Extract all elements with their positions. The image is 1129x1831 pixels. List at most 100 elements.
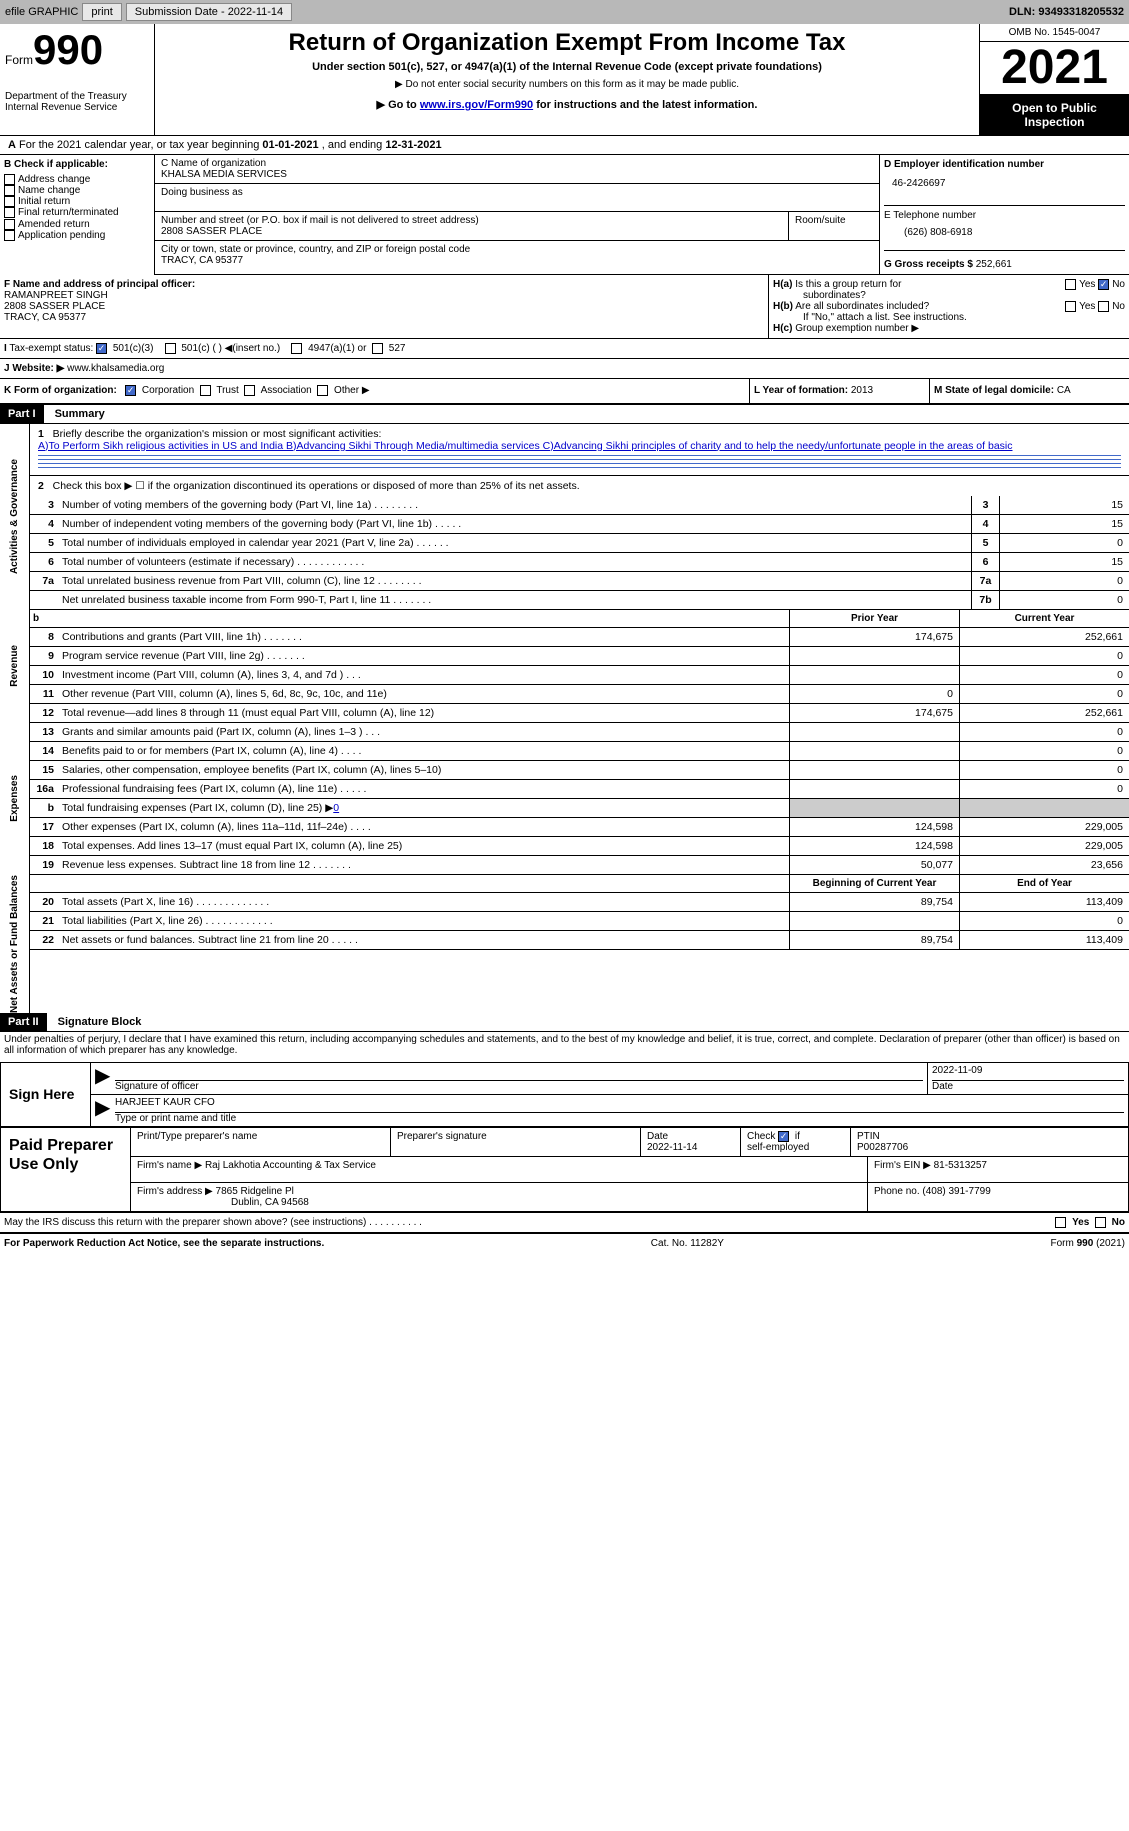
revenue-vtab: Revenue [0, 610, 30, 723]
sign-right: ▶ Signature of officer 2022-11-09 Date ▶… [91, 1063, 1128, 1126]
line-17: 17Other expenses (Part IX, column (A), l… [30, 818, 1129, 837]
line-6: 6Total number of volunteers (estimate if… [30, 553, 1129, 572]
line-18: 18Total expenses. Add lines 13–17 (must … [30, 837, 1129, 856]
line-2: 2 Check this box ▶ ☐ if the organization… [30, 475, 1129, 496]
final-return-check[interactable] [4, 207, 15, 218]
assoc-check[interactable] [244, 385, 255, 396]
box-b: B Check if applicable: Address change Na… [0, 155, 155, 275]
title-right: OMB No. 1545-0047 2021 Open to Public In… [979, 24, 1129, 135]
part-i-header: Part I Summary [0, 405, 1129, 424]
name-change-check[interactable] [4, 185, 15, 196]
part-i-title: Summary [47, 405, 113, 423]
print-button[interactable]: print [82, 3, 121, 21]
dln-label: DLN: 93493318205532 [1009, 6, 1124, 18]
form-name-footer: Form 990 (2021) [1051, 1238, 1125, 1249]
501c-check[interactable] [165, 343, 176, 354]
trust-check[interactable] [200, 385, 211, 396]
inspection-label: Open to Public Inspection [980, 95, 1129, 135]
line-22: 22Net assets or fund balances. Subtract … [30, 931, 1129, 950]
line-16a: 16aProfessional fundraising fees (Part I… [30, 780, 1129, 799]
line-7a: 7aTotal unrelated business revenue from … [30, 572, 1129, 591]
form-number: 990 [33, 29, 103, 71]
other-check[interactable] [317, 385, 328, 396]
room-box: Room/suite [789, 212, 879, 241]
year-formation: L Year of formation: 2013 [749, 379, 929, 402]
catalog-number: Cat. No. 11282Y [651, 1238, 724, 1249]
section-fh: F Name and address of principal officer:… [0, 275, 1129, 339]
part-i-tab: Part I [0, 405, 44, 423]
box-g: G Gross receipts $ 252,661 [884, 251, 1125, 270]
revenue-header: b Prior Year Current Year [30, 610, 1129, 628]
sign-row-2: ▶ HARJEET KAUR CFO Type or print name an… [91, 1095, 1128, 1126]
box-de: D Employer identification number 46-2426… [879, 155, 1129, 274]
irs-link[interactable]: www.irs.gov/Form990 [420, 99, 533, 111]
line-8: 8Contributions and grants (Part VIII, li… [30, 628, 1129, 647]
expenses-content: 13Grants and similar amounts paid (Part … [30, 723, 1129, 875]
hb-no-check[interactable] [1098, 301, 1109, 312]
discuss-yes-check[interactable] [1055, 1217, 1066, 1228]
addr-change-check[interactable] [4, 174, 15, 185]
prep-row-2: Firm's name ▶ Raj Lakhotia Accounting & … [131, 1157, 1128, 1183]
main-title: Return of Organization Exempt From Incom… [160, 29, 974, 57]
ha-no-check[interactable] [1098, 279, 1109, 290]
part-ii-title: Signature Block [50, 1013, 150, 1031]
revenue-section: Revenue b Prior Year Current Year 8Contr… [0, 610, 1129, 723]
527-check[interactable] [372, 343, 383, 354]
footer: For Paperwork Reduction Act Notice, see … [0, 1232, 1129, 1253]
box-f: F Name and address of principal officer:… [0, 275, 769, 338]
row-i: I Tax-exempt status: 501(c)(3) 501(c) ( … [0, 339, 1129, 359]
expenses-section: Expenses 13Grants and similar amounts pa… [0, 723, 1129, 875]
line-16b: bTotal fundraising expenses (Part IX, co… [30, 799, 1129, 818]
subtitle-1: Under section 501(c), 527, or 4947(a)(1)… [160, 61, 974, 73]
corp-check[interactable] [125, 385, 136, 396]
box-h: H(a) Is this a group return for Yes No s… [769, 275, 1129, 338]
line-4: 4Number of independent voting members of… [30, 515, 1129, 534]
submission-button[interactable]: Submission Date - 2022-11-14 [126, 3, 292, 21]
arrow-icon-2: ▶ [91, 1095, 111, 1126]
ha-yes-check[interactable] [1065, 279, 1076, 290]
box-c-row1: C Name of organization KHALSA MEDIA SERV… [155, 155, 1129, 275]
netassets-section: Net Assets or Fund Balances Beginning of… [0, 875, 1129, 1013]
preparer-label: Paid Preparer Use Only [1, 1128, 131, 1211]
form-org: K Form of organization: Corporation Trus… [0, 379, 749, 402]
row-a: A For the 2021 calendar year, or tax yea… [0, 136, 1129, 155]
self-employed-check[interactable] [778, 1131, 789, 1142]
sign-row-1: ▶ Signature of officer 2022-11-09 Date [91, 1063, 1128, 1095]
row-j: J Website: ▶ www.khalsamedia.org [0, 359, 1129, 379]
amended-return-check[interactable] [4, 219, 15, 230]
discuss-row: May the IRS discuss this return with the… [0, 1212, 1129, 1232]
form-label: Form 990 [5, 29, 149, 71]
part-ii-tab: Part II [0, 1013, 47, 1031]
part-ii-header: Part II Signature Block [0, 1013, 1129, 1032]
org-name-box: C Name of organization KHALSA MEDIA SERV… [155, 155, 879, 184]
line-19: 19Revenue less expenses. Subtract line 1… [30, 856, 1129, 875]
netassets-vtab: Net Assets or Fund Balances [0, 875, 30, 1013]
street-box: Number and street (or P.O. box if mail i… [155, 212, 789, 241]
website-row: J Website: ▶ www.khalsamedia.org [0, 359, 540, 378]
subtitle-3: ▶ Go to www.irs.gov/Form990 for instruct… [160, 98, 974, 111]
box-c-left: C Name of organization KHALSA MEDIA SERV… [155, 155, 879, 274]
line-3: 3Number of voting members of the governi… [30, 496, 1129, 515]
revenue-content: b Prior Year Current Year 8Contributions… [30, 610, 1129, 723]
city-box: City or town, state or province, country… [155, 241, 879, 269]
initial-return-check[interactable] [4, 196, 15, 207]
preparer-right: Print/Type preparer's name Preparer's si… [131, 1128, 1128, 1211]
hb-yes-check[interactable] [1065, 301, 1076, 312]
prep-row-1: Print/Type preparer's name Preparer's si… [131, 1128, 1128, 1157]
prep-row-3: Firm's address ▶ 7865 Ridgeline PlDublin… [131, 1183, 1128, 1211]
app-pending-check[interactable] [4, 230, 15, 241]
title-center: Return of Organization Exempt From Incom… [155, 24, 979, 135]
discuss-no-check[interactable] [1095, 1217, 1106, 1228]
netassets-header: Beginning of Current Year End of Year [30, 875, 1129, 893]
4947-check[interactable] [291, 343, 302, 354]
col-cde: C Name of organization KHALSA MEDIA SERV… [155, 155, 1129, 275]
tax-exempt-status: I Tax-exempt status: 501(c)(3) 501(c) ( … [0, 339, 540, 358]
title-left: Form 990 Department of the Treasury Inte… [0, 24, 155, 135]
declaration-text: Under penalties of perjury, I declare th… [0, 1032, 1129, 1058]
activities-section: Activities & Governance 1 Briefly descri… [0, 424, 1129, 610]
street-row: Number and street (or P.O. box if mail i… [155, 212, 879, 241]
state-domicile: M State of legal domicile: CA [929, 379, 1129, 402]
501c3-check[interactable] [96, 343, 107, 354]
title-row: Form 990 Department of the Treasury Inte… [0, 24, 1129, 136]
netassets-content: Beginning of Current Year End of Year 20… [30, 875, 1129, 1013]
